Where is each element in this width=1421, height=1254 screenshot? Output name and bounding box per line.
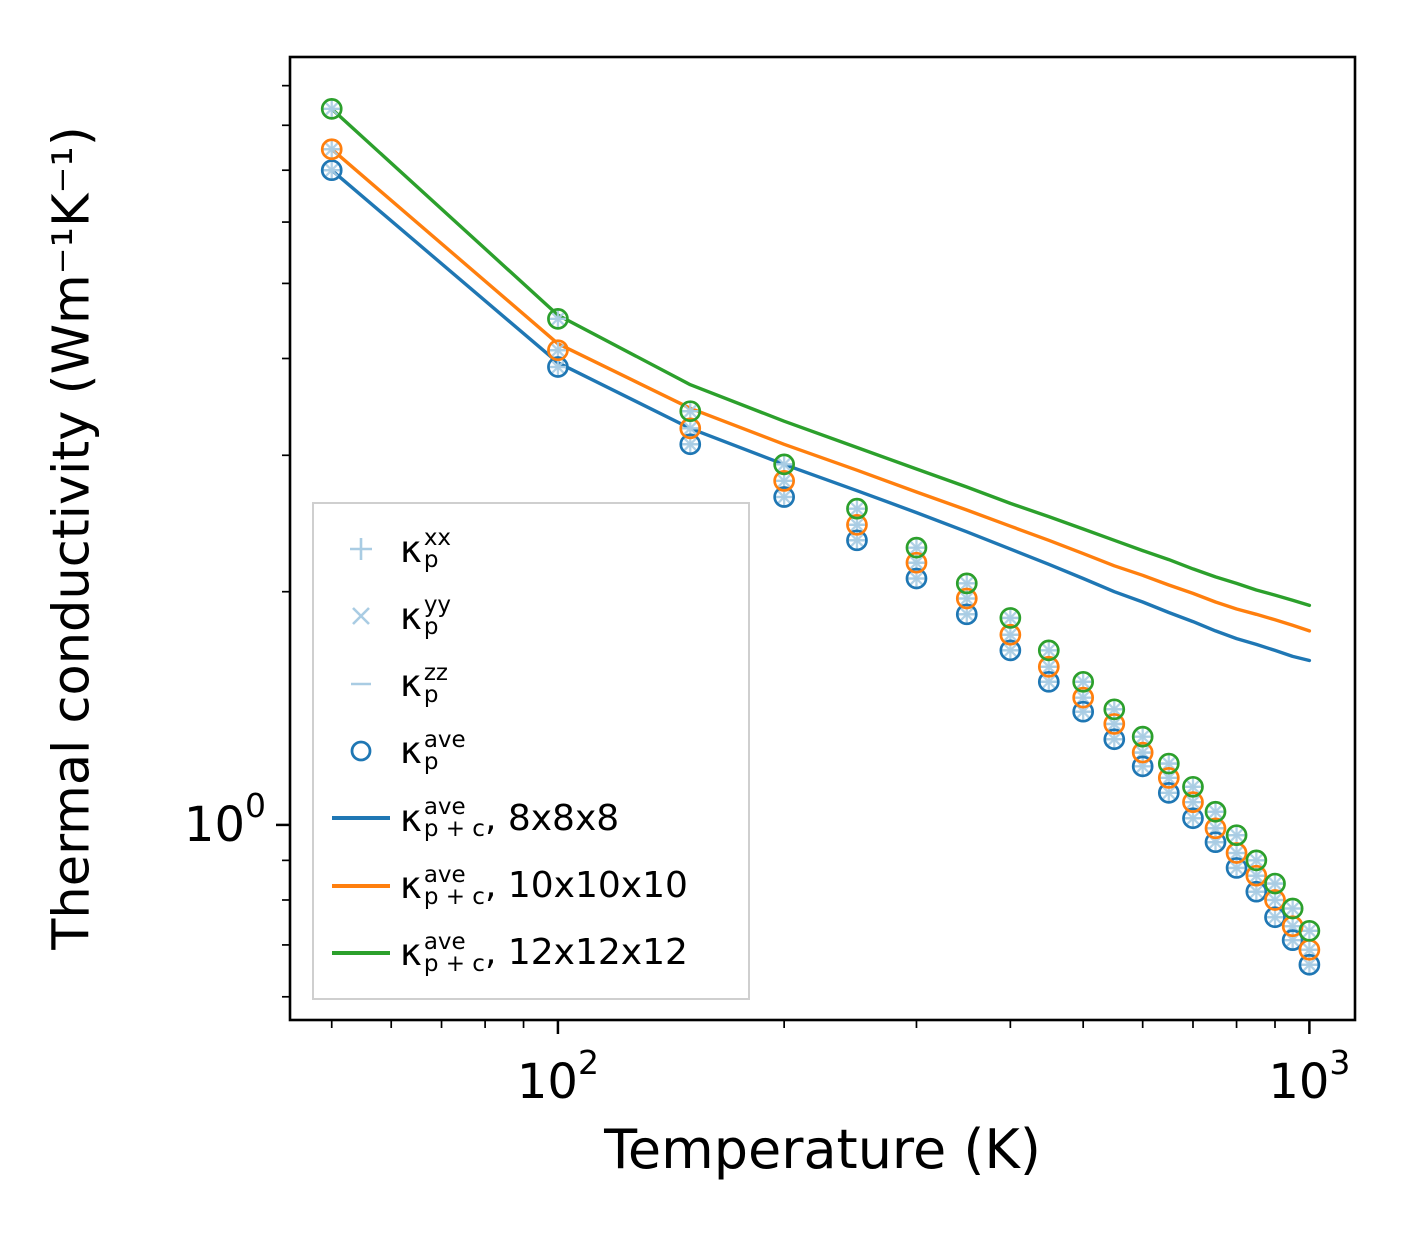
- data-point-blue: [1182, 807, 1204, 830]
- data-point-green: [1225, 824, 1248, 847]
- x-axis-ticks: [330, 1020, 1311, 1034]
- data-point-green: [1245, 849, 1268, 872]
- data-point-blue: [679, 433, 702, 456]
- data-point-blue: [1245, 880, 1268, 903]
- data-point-orange: [773, 470, 795, 492]
- data-point-blue: [1264, 906, 1286, 929]
- data-point-blue: [1204, 831, 1227, 854]
- legend-label: κ ave p + c, 10x10x10: [400, 861, 688, 910]
- data-point-green: [955, 572, 978, 595]
- x-tick-labels: 102 103: [517, 1043, 1351, 1110]
- data-point-blue: [1298, 953, 1321, 976]
- data-point-green: [773, 453, 795, 476]
- legend-item-kp-yy: κ yy p: [322, 585, 740, 647]
- legend-item-kp-xx: κ xx p: [322, 518, 740, 580]
- data-point-blue: [846, 529, 868, 552]
- data-point-orange: [547, 339, 569, 362]
- legend-label: κ ave p + c, 12x12x12: [400, 929, 688, 977]
- plus-marker-icon: [322, 529, 400, 569]
- legend-item-kp-zz: κ zz p: [322, 653, 740, 715]
- data-point-orange: [1264, 889, 1286, 911]
- data-point-green: [679, 400, 702, 423]
- legend-item-kpc-8x8x8: κ ave p + c, 8x8x8: [322, 787, 740, 849]
- series-lines: [330, 107, 1312, 663]
- data-point-blue: [1072, 700, 1095, 723]
- data-point-orange: [1157, 767, 1180, 789]
- y-tick-label: 100: [184, 786, 266, 853]
- data-point-orange: [1072, 686, 1095, 709]
- x-marker-icon: [322, 596, 400, 636]
- data-point-green: [1281, 897, 1304, 920]
- green-line-swatch-icon: [322, 948, 400, 958]
- legend-label: κ yy p: [400, 592, 452, 641]
- data-point-green: [1264, 872, 1286, 895]
- data-point-green: [999, 607, 1022, 629]
- data-point-blue: [1037, 670, 1060, 693]
- legend: κ xx p κ yy p κ zz p: [312, 502, 750, 1000]
- data-point-blue: [1225, 857, 1248, 879]
- y-tick-labels: 100: [184, 786, 266, 853]
- data-point-orange: [1037, 655, 1060, 678]
- circle-marker-icon: [322, 731, 400, 771]
- legend-item-kp-ave: κ ave p: [322, 720, 740, 782]
- data-point-green: [547, 308, 569, 330]
- data-point-orange: [1204, 817, 1227, 840]
- data-point-orange: [320, 138, 343, 161]
- data-point-blue: [320, 159, 343, 182]
- data-point-green: [1298, 919, 1321, 942]
- data-point-orange: [679, 417, 702, 440]
- series-markers: [320, 98, 1321, 976]
- data-point-orange: [1103, 713, 1126, 735]
- data-point-orange: [1182, 791, 1204, 814]
- legend-label: κ ave p: [400, 727, 466, 775]
- data-point-green: [1157, 752, 1180, 775]
- data-point-green: [1072, 670, 1095, 693]
- data-point-green: [1131, 725, 1154, 748]
- data-point-blue: [1131, 755, 1154, 778]
- line-blue: [330, 168, 1312, 663]
- orange-line-swatch-icon: [322, 881, 400, 891]
- x-tick-label: 102: [517, 1043, 599, 1110]
- y-axis-ticks: [276, 84, 290, 998]
- data-point-green: [846, 497, 868, 520]
- line-green: [330, 107, 1312, 608]
- data-point-blue: [955, 603, 978, 626]
- line-orange: [330, 147, 1312, 633]
- data-point-green: [1037, 639, 1060, 662]
- data-point-orange: [955, 587, 978, 610]
- blue-line-swatch-icon: [322, 813, 400, 823]
- data-point-blue: [999, 639, 1022, 662]
- y-axis-label: Thermal conductivity (Wm⁻¹K⁻¹): [42, 126, 102, 950]
- data-point-blue: [1157, 781, 1180, 804]
- data-point-green: [1103, 698, 1126, 721]
- data-point-orange: [999, 623, 1022, 646]
- x-tick-label: 103: [1268, 1043, 1350, 1110]
- data-point-blue: [1281, 929, 1304, 951]
- legend-label: κ zz p: [400, 659, 448, 708]
- legend-item-kpc-10x10x10: κ ave p + c, 10x10x10: [322, 855, 740, 917]
- plot-border: [288, 55, 1357, 1022]
- data-point-orange: [1131, 741, 1154, 764]
- x-axis-label: Temperature (K): [604, 1118, 1041, 1181]
- data-point-green: [1182, 775, 1204, 798]
- data-point-blue: [1103, 728, 1126, 751]
- data-point-orange: [846, 513, 868, 536]
- data-point-blue: [773, 486, 795, 508]
- legend-label: κ xx p: [400, 525, 452, 573]
- data-point-orange: [905, 551, 928, 574]
- data-point-orange: [1245, 864, 1268, 887]
- legend-label: κ ave p + c, 8x8x8: [400, 794, 620, 843]
- data-point-blue: [547, 356, 569, 378]
- data-point-green: [905, 536, 928, 559]
- data-point-green: [320, 98, 343, 120]
- data-point-green: [1204, 800, 1227, 823]
- minus-marker-icon: [322, 664, 400, 704]
- data-point-blue: [905, 567, 928, 590]
- legend-item-kpc-12x12x12: κ ave p + c, 12x12x12: [322, 922, 740, 984]
